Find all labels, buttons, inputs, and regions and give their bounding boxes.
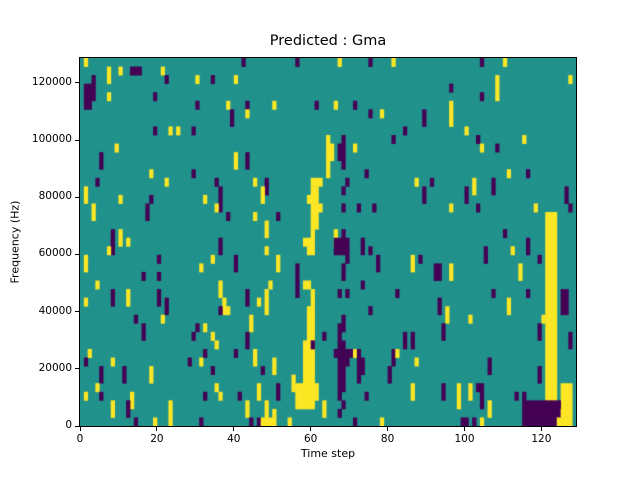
y-tick-label: 100000 — [31, 133, 72, 146]
chart-title: Predicted : Gma — [269, 33, 387, 49]
x-tick-mark — [310, 427, 312, 431]
x-tick-label: 0 — [76, 433, 84, 445]
y-tick-mark — [75, 368, 79, 370]
x-tick-mark — [79, 427, 81, 431]
y-tick-label: 120000 — [31, 75, 72, 88]
x-tick-label: 20 — [150, 433, 164, 445]
x-tick-mark — [233, 427, 235, 431]
y-tick-mark — [75, 253, 79, 255]
y-tick-label: 0 — [65, 419, 72, 431]
x-tick-label: 120 — [531, 433, 552, 445]
y-tick-mark — [75, 82, 79, 84]
x-tick-mark — [540, 427, 542, 431]
y-tick-mark — [75, 311, 79, 313]
y-tick-label: 20000 — [38, 361, 72, 374]
x-tick-label: 40 — [227, 433, 241, 445]
x-tick-label: 80 — [380, 433, 395, 445]
x-tick-mark — [387, 427, 389, 431]
y-tick-mark — [75, 139, 79, 141]
y-tick-mark — [75, 196, 79, 198]
x-tick-label: 60 — [304, 433, 318, 445]
x-tick-mark — [463, 427, 465, 431]
y-tick-mark — [75, 425, 79, 427]
x-axis-label: Time step — [300, 447, 356, 460]
y-tick-label: 40000 — [38, 304, 72, 317]
x-tick-mark — [156, 427, 158, 431]
y-tick-label: 60000 — [38, 247, 72, 260]
y-axis-label: Frequency (Hz) — [8, 200, 22, 284]
heatmap-canvas — [80, 58, 576, 426]
plot-area — [79, 57, 577, 427]
y-tick-label: 80000 — [38, 190, 72, 203]
x-tick-label: 100 — [454, 433, 475, 445]
